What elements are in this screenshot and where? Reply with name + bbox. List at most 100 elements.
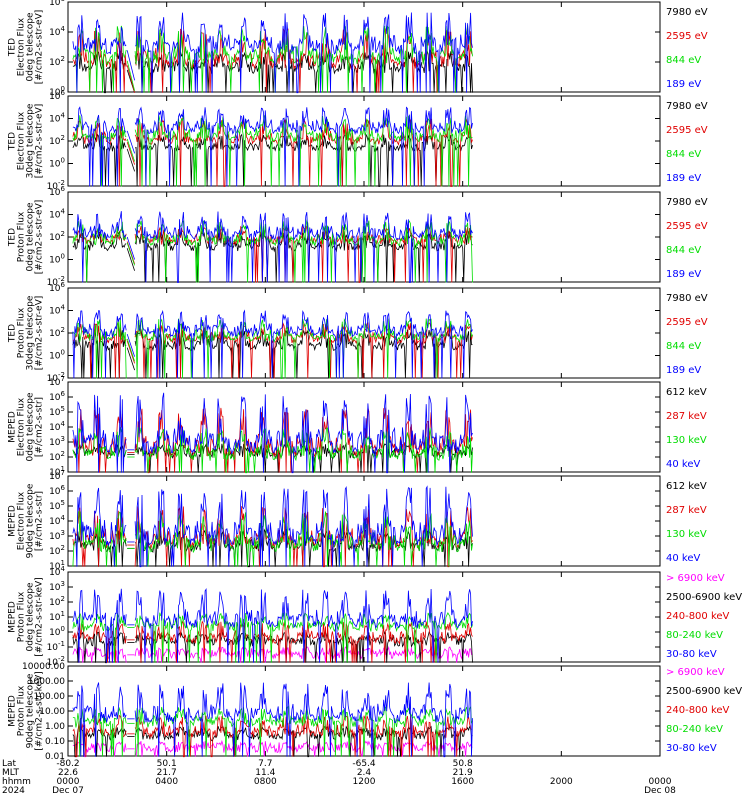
y-axis-label: Electron Flux xyxy=(17,111,27,170)
legend-entry: 287 keV xyxy=(666,505,707,516)
y-tick-label: 102 xyxy=(49,544,65,557)
gap-connector xyxy=(126,50,135,81)
y-axis-label: [#/cm2-s-str-eV] xyxy=(35,104,45,179)
panel-4 xyxy=(67,287,661,379)
y-tick-label: 10-1 xyxy=(47,640,65,653)
lat-value: 7.7 xyxy=(258,759,272,769)
series-line xyxy=(72,12,473,94)
gap-connector xyxy=(126,130,135,154)
gap-connector xyxy=(126,241,135,265)
gap-connector xyxy=(126,338,135,362)
series-line xyxy=(72,587,473,663)
panel-6 xyxy=(67,475,661,568)
y-tick-label: 103 xyxy=(49,529,65,542)
date-label: Dec 07 xyxy=(52,786,84,796)
y-axis-label: TED xyxy=(8,324,18,343)
y-tick-label: 105 xyxy=(49,499,65,512)
legend-entry: 844 eV xyxy=(666,55,701,66)
panel-2 xyxy=(67,95,661,187)
gap-connector xyxy=(126,138,135,162)
y-axis-label: MEPED xyxy=(8,601,18,633)
gap-connector xyxy=(126,148,135,172)
panel-1 xyxy=(67,1,661,94)
y-axis-label: TED xyxy=(8,132,18,151)
hhmm-tick-label: 0000 xyxy=(57,777,80,787)
legend-entry: 130 keV xyxy=(666,435,707,446)
y-axis-label: Electron Flux xyxy=(17,491,27,550)
y-tick-label: 0.10 xyxy=(45,737,65,747)
legend-entry: > 6900 keV xyxy=(666,573,725,584)
panel-frame xyxy=(67,1,661,93)
series-line xyxy=(72,427,473,474)
series-line xyxy=(72,392,473,474)
legend-entry: 7980 eV xyxy=(666,197,708,208)
series-line xyxy=(72,506,473,568)
y-axis-label: MEPED xyxy=(8,695,18,727)
y-tick-label: 102 xyxy=(49,450,65,463)
legend-entry: 189 eV xyxy=(666,269,701,280)
gap-connector xyxy=(126,248,135,271)
y-axis-label: 0deg telescope xyxy=(26,582,36,652)
y-axis-label: 0deg telescope xyxy=(26,12,36,82)
lat-value: -80.2 xyxy=(56,759,79,769)
y-tick-label: 106 xyxy=(49,0,65,8)
y-axis-label: [#/cm2-s-str-eV] xyxy=(35,200,45,275)
hhmm-tick-label: 1600 xyxy=(451,777,474,787)
y-axis-label: Proton Flux xyxy=(17,685,27,736)
panel-8 xyxy=(67,665,661,758)
legend-entry: 30-80 keV xyxy=(666,649,717,660)
legend-entry: 287 keV xyxy=(666,411,707,422)
legend-entry: 80-240 keV xyxy=(666,630,723,641)
legend-entry: 844 eV xyxy=(666,149,701,160)
panel-7 xyxy=(67,571,661,664)
panel-frame xyxy=(67,475,661,567)
legend-entry: 40 keV xyxy=(666,459,700,470)
y-axis-label: MEPED xyxy=(8,411,18,443)
time-row-label: MLT xyxy=(2,768,20,778)
y-tick-label: 105 xyxy=(49,405,65,418)
y-tick-label: 104 xyxy=(49,304,65,317)
y-tick-label: 100 xyxy=(49,253,65,266)
date-label: Dec 08 xyxy=(644,786,676,796)
y-tick-label: 101 xyxy=(49,559,65,572)
legend-entry: 2595 eV xyxy=(666,125,708,136)
y-tick-label: 102 xyxy=(49,55,65,68)
legend-entry: 612 keV xyxy=(666,387,707,398)
y-axis-label: 30deg telescope xyxy=(26,103,36,178)
series-line xyxy=(72,211,473,283)
legend-entry: 2595 eV xyxy=(666,221,708,232)
y-tick-label: 101 xyxy=(49,610,65,623)
y-tick-label: 102 xyxy=(49,230,65,243)
y-tick-label: 104 xyxy=(49,565,65,578)
series-line xyxy=(72,485,473,568)
legend-entry: 30-80 keV xyxy=(666,743,717,754)
gap-connector xyxy=(126,236,135,260)
hhmm-tick-label: 0400 xyxy=(155,777,178,787)
y-axis-label: [#/cm2-s-str-keV] xyxy=(35,671,45,750)
mlt-value: 11.4 xyxy=(255,768,275,778)
y-axis-label: [#/cm2-s-str] xyxy=(35,397,45,457)
y-tick-label: 103 xyxy=(49,580,65,593)
y-tick-label: 106 xyxy=(49,281,65,294)
legend-entry: 7980 eV xyxy=(666,7,708,18)
hhmm-tick-label: 1200 xyxy=(353,777,376,787)
y-axis-label: [#/cm2-s-str-eV] xyxy=(35,296,45,371)
y-axis-label: [#/cm2-s-str] xyxy=(35,491,45,551)
legend-entry: 40 keV xyxy=(666,553,700,564)
legend-entry: 189 eV xyxy=(666,365,701,376)
y-tick-label: 10.00 xyxy=(39,707,65,717)
series-line xyxy=(72,309,473,379)
panel-3 xyxy=(67,191,661,283)
y-tick-label: 10000.00 xyxy=(22,662,65,672)
y-axis-label: 90deg telescope xyxy=(26,673,36,748)
y-axis-label: Electron Flux xyxy=(17,17,27,76)
y-tick-label: 100 xyxy=(49,85,65,98)
y-tick-label: 100 xyxy=(49,157,65,170)
y-tick-label: 1000.00 xyxy=(28,677,65,687)
y-axis-label: Proton Flux xyxy=(17,591,27,642)
y-tick-label: 104 xyxy=(49,112,65,125)
mlt-value: 22.6 xyxy=(58,768,78,778)
series-line xyxy=(72,739,473,758)
time-row-label: hhmm xyxy=(2,777,31,787)
